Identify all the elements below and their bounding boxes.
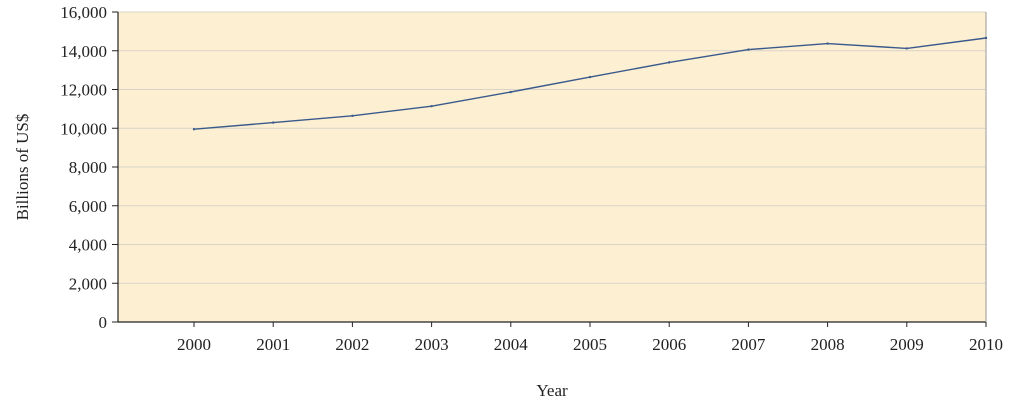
x-tick-label: 2008: [811, 335, 845, 354]
x-tick-label: 2004: [494, 335, 529, 354]
x-tick-label: 2000: [177, 335, 211, 354]
x-tick-label: 2002: [335, 335, 369, 354]
y-tick-label: 14,000: [60, 42, 107, 61]
x-tick-label: 2001: [256, 335, 290, 354]
data-point: [668, 61, 671, 64]
data-point: [984, 36, 988, 40]
x-tick-label: 2003: [415, 335, 449, 354]
data-point: [588, 75, 592, 79]
x-tick-label: 2007: [731, 335, 766, 354]
y-tick-label: 10,000: [60, 119, 107, 138]
x-axis-ticks: 2000 2001 2002 2003 2004 2005 2006 2007 2008 2009…: [177, 322, 1003, 354]
y-tick-label: 2,000: [69, 274, 107, 293]
data-point: [272, 121, 275, 124]
y-tick-label: 12,000: [60, 81, 107, 100]
y-tick-label: 4,000: [69, 236, 107, 255]
data-series: [192, 36, 988, 131]
x-tick-label: 2005: [573, 335, 607, 354]
x-tick-label: 2010: [969, 335, 1003, 354]
data-point: [905, 47, 908, 50]
x-tick-label: 2009: [890, 335, 924, 354]
y-tick-label: 8,000: [69, 158, 107, 177]
data-point: [509, 90, 512, 94]
y-axis-title: Billions of US$: [13, 114, 32, 221]
gridlines: [118, 11, 986, 284]
y-axis-ticks: 0 2,000 4,000 6,000 8,000 10,000 12,000 14,000 1…: [60, 3, 118, 332]
y-tick-label: 0: [99, 313, 108, 332]
y-tick-label: 16,000: [60, 3, 107, 22]
y-tick-label: 6,000: [69, 197, 107, 216]
x-tick-label: 2006: [652, 335, 686, 354]
x-axis-title: Year: [536, 381, 568, 400]
data-point: [747, 48, 750, 51]
data-point: [192, 128, 196, 131]
data-point: [826, 42, 829, 45]
data-point: [351, 114, 354, 118]
data-point: [430, 104, 433, 108]
